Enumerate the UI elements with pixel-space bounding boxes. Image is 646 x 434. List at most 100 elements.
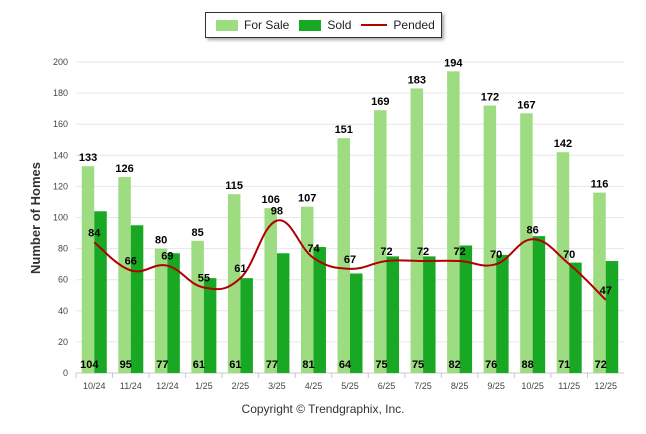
x-tick-label: 9/25 <box>487 381 505 391</box>
bars <box>81 71 619 373</box>
legend: For Sale Sold Pended <box>205 12 442 38</box>
sold-bar <box>532 236 546 373</box>
x-tick-label: 2/25 <box>232 381 250 391</box>
x-tick-label: 3/25 <box>268 381 286 391</box>
for-sale-value-label: 107 <box>298 193 316 205</box>
x-tick-label: 8/25 <box>451 381 469 391</box>
sold-value-label: 61 <box>229 359 241 371</box>
pended-value-label: 72 <box>380 246 392 258</box>
x-tick-label: 11/24 <box>120 381 142 391</box>
for-sale-swatch <box>216 19 238 31</box>
sold-bar <box>240 278 253 373</box>
pended-value-label: 74 <box>307 243 320 255</box>
copyright: Copyright © Trendgraphix, Inc. <box>241 402 405 416</box>
legend-item-for-sale[interactable]: For Sale <box>216 18 289 32</box>
for-sale-bar <box>556 152 570 373</box>
y-tick-label: 60 <box>58 275 68 285</box>
legend-label: Pended <box>393 18 435 32</box>
pended-value-label: 66 <box>125 255 137 267</box>
sold-value-label: 76 <box>485 359 497 371</box>
for-sale-value-label: 167 <box>517 99 535 111</box>
sold-bar <box>167 253 180 373</box>
y-tick-label: 140 <box>53 150 68 160</box>
sold-value-label: 61 <box>193 359 205 371</box>
sold-value-label: 81 <box>302 359 314 371</box>
for-sale-value-label: 133 <box>79 152 97 164</box>
x-tick-label: 1/25 <box>195 381 213 391</box>
sold-bar <box>386 256 400 373</box>
for-sale-bar <box>410 88 424 373</box>
pended-swatch <box>361 24 388 26</box>
x-tick-label: 12/25 <box>594 381 617 391</box>
for-sale-bar <box>520 113 533 373</box>
pended-value-label: 84 <box>88 227 101 239</box>
sold-value-label: 104 <box>80 359 99 371</box>
sold-value-label: 77 <box>266 359 278 371</box>
for-sale-value-label: 151 <box>335 124 353 136</box>
for-sale-bar <box>81 166 95 373</box>
x-axis-ticks: 10/24 11/24 12/24 1/25 2/25 3/25 4/25 5/25 6/25 7… <box>75 373 617 391</box>
sold-bar <box>423 256 436 373</box>
data-labels: 133 104 126 95 80 77 85 61 115 61 106 77 107 81 151 64 1… <box>79 57 612 371</box>
x-tick-label: 6/25 <box>378 381 396 391</box>
legend-item-pended[interactable]: Pended <box>361 18 435 32</box>
sold-value-label: 82 <box>448 359 460 371</box>
sold-bar <box>459 245 473 373</box>
sold-value-label: 77 <box>156 359 168 371</box>
y-tick-label: 200 <box>53 57 68 67</box>
for-sale-bar <box>191 240 204 373</box>
pended-value-label: 55 <box>198 272 210 284</box>
sold-value-label: 75 <box>375 359 387 371</box>
sold-value-label: 72 <box>595 359 607 371</box>
legend-label: For Sale <box>244 18 290 32</box>
legend-label: Sold <box>327 18 352 32</box>
for-sale-bar <box>447 71 460 373</box>
for-sale-value-label: 116 <box>591 179 609 191</box>
pended-line <box>93 219 607 301</box>
pended-value-label: 47 <box>600 285 612 297</box>
sold-value-label: 71 <box>558 359 570 371</box>
x-tick-label: 7/25 <box>414 381 432 391</box>
for-sale-bar <box>374 110 387 373</box>
sold-swatch <box>299 19 322 31</box>
pended-value-label: 61 <box>234 263 246 275</box>
for-sale-bar <box>154 248 168 373</box>
sold-bar <box>130 225 144 373</box>
y-tick-label: 180 <box>53 88 68 98</box>
for-sale-value-label: 169 <box>371 96 389 108</box>
for-sale-bar <box>118 177 131 373</box>
sold-value-label: 64 <box>339 359 352 371</box>
for-sale-value-label: 106 <box>262 194 280 206</box>
x-tick-label: 10/24 <box>83 381 106 391</box>
y-tick-label: 160 <box>53 119 68 129</box>
sold-bar <box>313 247 326 373</box>
y-tick-label: 40 <box>58 306 68 316</box>
y-tick-label: 0 <box>63 368 68 378</box>
pended-value-label: 72 <box>453 246 465 258</box>
pended-value-label: 70 <box>563 249 575 261</box>
sold-bar <box>496 254 509 373</box>
for-sale-bar <box>337 138 350 373</box>
pended-value-label: 72 <box>417 246 429 258</box>
sold-value-label: 75 <box>412 359 424 371</box>
for-sale-value-label: 80 <box>155 235 167 247</box>
for-sale-value-label: 183 <box>408 74 426 86</box>
for-sale-value-label: 126 <box>115 163 133 175</box>
legend-item-sold[interactable]: Sold <box>299 18 351 32</box>
x-tick-label: 5/25 <box>341 381 359 391</box>
y-tick-label: 20 <box>58 337 68 347</box>
sold-bar <box>569 262 582 373</box>
sold-bar <box>203 278 217 373</box>
x-tick-label: 11/25 <box>558 381 580 391</box>
for-sale-value-label: 85 <box>191 227 203 239</box>
for-sale-value-label: 142 <box>554 138 572 150</box>
y-tick-label: 120 <box>53 181 68 191</box>
sold-value-label: 88 <box>522 359 534 371</box>
y-tick-label: 80 <box>58 244 68 254</box>
for-sale-bar <box>483 105 497 373</box>
sold-bar <box>276 253 290 373</box>
y-axis-ticks: 0 20 40 60 80 100 120 140 160 180 200 <box>53 57 68 378</box>
pended-value-label: 67 <box>344 254 356 266</box>
for-sale-bar <box>300 206 314 373</box>
